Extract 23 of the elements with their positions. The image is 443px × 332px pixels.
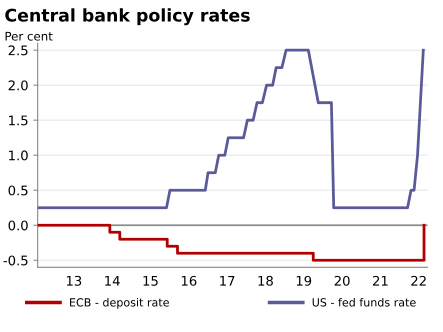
legend-label: ECB - deposit rate xyxy=(70,298,169,309)
x-tick-label: 16 xyxy=(182,276,196,286)
line-series xyxy=(38,48,425,210)
y-axis-title: Per cent xyxy=(6,32,53,41)
x-tick-label: 13 xyxy=(66,276,82,286)
x-tick-label: 15 xyxy=(143,276,158,286)
y-tick-label: 0.0 xyxy=(8,220,28,230)
x-tick-label: 17 xyxy=(220,276,234,286)
chart-title: Central bank policy rates xyxy=(5,8,250,26)
y-tick-label: 2.5 xyxy=(8,45,28,56)
x-tick-label: 20 xyxy=(334,276,350,286)
x-tick-label: 21 xyxy=(372,276,388,286)
y-tick-label: -0.5 xyxy=(4,255,28,266)
y-tick-label: 1.5 xyxy=(9,116,28,126)
y-tick-label: 0.5 xyxy=(8,185,28,196)
x-tick-label: 22 xyxy=(411,276,426,286)
y-tick-label: 2.0 xyxy=(8,80,28,90)
x-tick-label: 14 xyxy=(105,276,120,286)
x-tick-label: 19 xyxy=(296,276,312,286)
legend-label: US - fed funds rate xyxy=(312,298,416,307)
line-series xyxy=(38,224,426,262)
x-tick-label: 18 xyxy=(258,276,273,286)
y-tick-label: 1.0 xyxy=(9,150,28,160)
